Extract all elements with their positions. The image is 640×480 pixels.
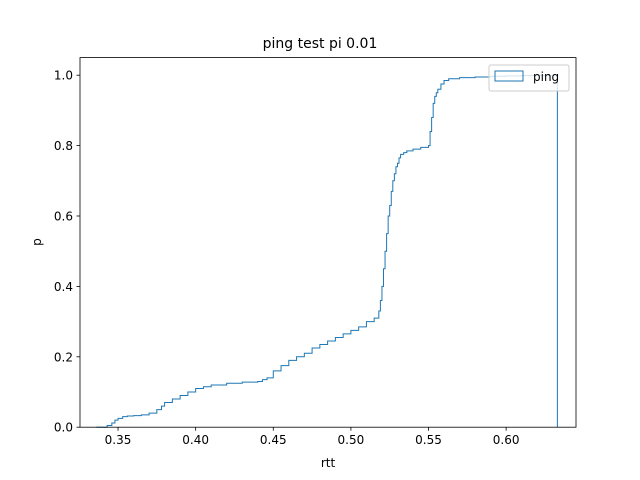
x-axis-label: rtt [321,456,336,470]
y-tick-label: 1.0 [54,69,73,83]
legend-label-ping: ping [533,70,559,84]
y-tick-label: 0.4 [54,280,73,294]
axes: 0.35 0.40 0.45 0.50 0.55 0.60 0.0 0.2 0.4 0.6 0.8 1… [54,57,577,447]
x-tick-label: 0.40 [182,433,209,447]
x-tick-label: 0.55 [415,433,442,447]
plot-area [96,74,558,428]
x-tick-label: 0.45 [260,433,287,447]
y-tick-label: 0.0 [54,421,73,435]
chart-title: ping test pi 0.01 [263,36,378,52]
y-tick-label: 0.8 [54,139,73,153]
y-tick-label: 0.6 [54,210,73,224]
x-tick-label: 0.50 [338,433,365,447]
y-tick-label: 0.2 [54,350,73,364]
axes-frame [79,57,577,428]
y-axis-label: p [30,238,44,246]
series-line-ping [96,74,558,428]
x-tick-label: 0.35 [105,433,132,447]
legend-swatch-ping [494,70,524,82]
x-tick-label: 0.60 [493,433,520,447]
legend: ping [488,64,570,92]
